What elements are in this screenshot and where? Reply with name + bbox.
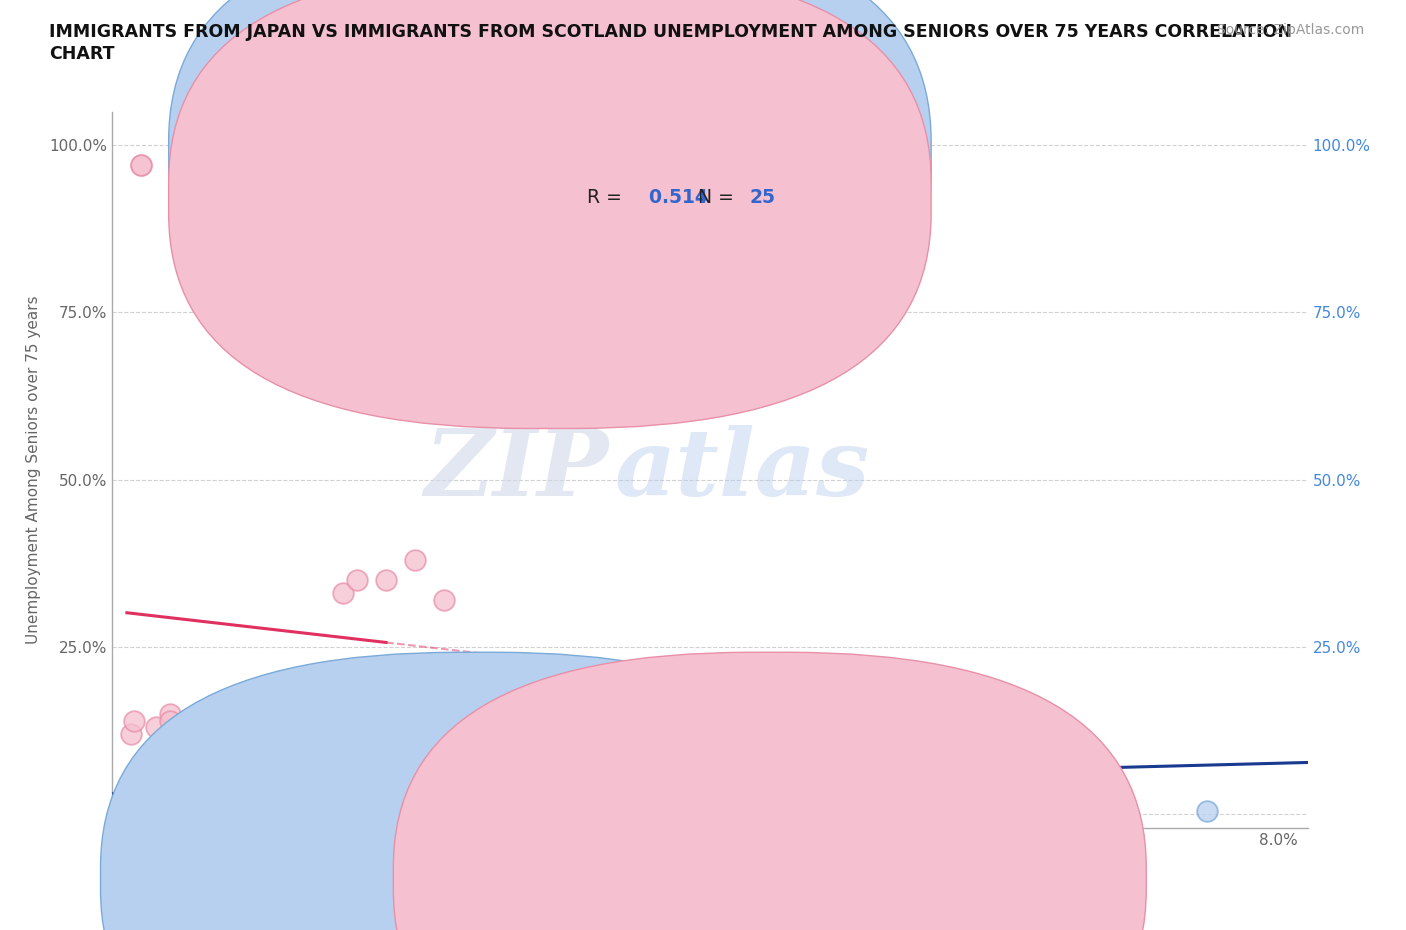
Point — [145, 740, 167, 755]
Point — [231, 158, 253, 173]
Point — [346, 573, 368, 588]
Point — [159, 707, 181, 722]
Text: Source: ZipAtlas.com: Source: ZipAtlas.com — [1216, 23, 1364, 37]
Point — [274, 747, 297, 762]
Point — [260, 707, 283, 722]
Point — [807, 804, 830, 818]
FancyBboxPatch shape — [169, 0, 931, 429]
Point — [475, 713, 498, 728]
Point — [129, 804, 152, 818]
Point — [274, 713, 297, 728]
Text: R =: R = — [586, 147, 628, 166]
Point — [122, 804, 145, 818]
Point — [187, 713, 209, 728]
Point — [1195, 804, 1218, 818]
Point — [159, 713, 181, 728]
Point — [159, 804, 181, 818]
Point — [433, 592, 456, 607]
Point — [835, 726, 858, 741]
Point — [129, 158, 152, 173]
Text: CHART: CHART — [49, 45, 115, 62]
Point — [187, 804, 209, 818]
Point — [375, 573, 398, 588]
Point — [302, 753, 325, 768]
Y-axis label: Unemployment Among Seniors over 75 years: Unemployment Among Seniors over 75 years — [27, 296, 41, 644]
Text: ZIP: ZIP — [425, 425, 609, 514]
Point — [120, 726, 142, 741]
Point — [217, 804, 239, 818]
Text: 20: 20 — [749, 147, 776, 166]
Text: 0.005: 0.005 — [636, 147, 695, 166]
Point — [620, 804, 643, 818]
Point — [404, 726, 426, 741]
Point — [404, 552, 426, 567]
Text: R =: R = — [586, 188, 628, 207]
Text: IMMIGRANTS FROM JAPAN VS IMMIGRANTS FROM SCOTLAND UNEMPLOYMENT AMONG SENIORS OVE: IMMIGRANTS FROM JAPAN VS IMMIGRANTS FROM… — [49, 23, 1292, 41]
Point — [173, 804, 195, 818]
Point — [145, 720, 167, 735]
Point — [122, 713, 145, 728]
Point — [231, 804, 253, 818]
FancyBboxPatch shape — [394, 652, 1146, 930]
Point — [187, 707, 209, 722]
Point — [145, 804, 167, 818]
Text: 25: 25 — [749, 188, 776, 207]
Point — [202, 804, 225, 818]
Point — [547, 804, 569, 818]
Point — [332, 586, 354, 601]
Point — [129, 158, 152, 173]
FancyBboxPatch shape — [101, 652, 853, 930]
Point — [288, 713, 311, 728]
Text: 0.514: 0.514 — [636, 188, 707, 207]
FancyBboxPatch shape — [169, 0, 931, 388]
Point — [217, 720, 239, 735]
Point — [173, 720, 195, 735]
Point — [433, 720, 456, 735]
FancyBboxPatch shape — [513, 129, 824, 230]
Point — [692, 713, 714, 728]
Text: atlas: atlas — [614, 425, 870, 514]
Text: Immigrants from Scotland: Immigrants from Scotland — [797, 871, 997, 886]
Point — [260, 740, 283, 755]
Text: N =: N = — [699, 188, 740, 207]
Text: Immigrants from Japan: Immigrants from Japan — [505, 871, 681, 886]
Point — [302, 686, 325, 701]
Text: N =: N = — [699, 147, 740, 166]
Point — [202, 713, 225, 728]
Point — [245, 720, 267, 735]
